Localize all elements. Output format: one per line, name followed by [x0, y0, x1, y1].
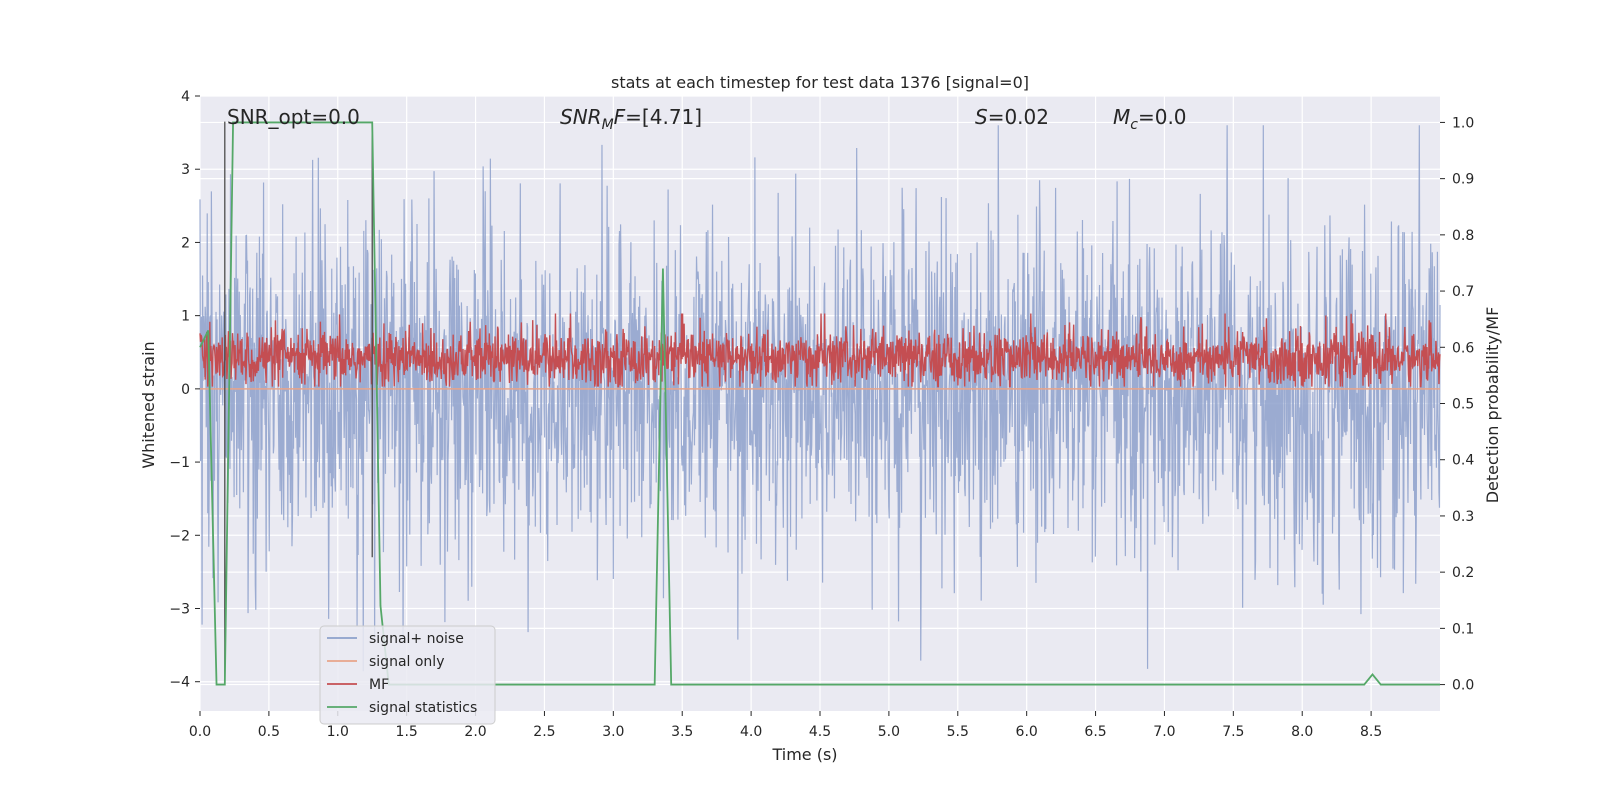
annotation-mc-symbol: M — [1113, 105, 1130, 129]
y-tick-label-left: −1 — [169, 455, 190, 471]
x-tick-label: 4.5 — [809, 724, 831, 740]
y-tick-label-right: 1.0 — [1452, 115, 1474, 131]
x-tick-label: 6.0 — [1016, 724, 1038, 740]
y-axis-label-left: Whitened strain — [139, 341, 158, 468]
vertical-markers — [224, 121, 373, 682]
legend-box — [319, 625, 496, 725]
y-tick-label-right: 0.2 — [1452, 565, 1474, 581]
y-tick-label-left: 0 — [181, 382, 190, 398]
legend-label-signal-noise: signal+ noise — [369, 631, 464, 647]
x-tick-label: 7.0 — [1153, 724, 1175, 740]
y-tick-labels-left: −4 −3 −2 −1 0 1 2 3 4 — [169, 89, 200, 691]
legend-label-signal-statistics: signal statistics — [369, 700, 477, 716]
x-tick-label: 7.5 — [1222, 724, 1244, 740]
y-tick-label-right: 0.8 — [1452, 228, 1474, 244]
y-tick-label-left: −4 — [169, 675, 190, 691]
annotation-s-symbol: S — [975, 105, 988, 129]
y-axis-label-right: Detection probability/MF — [1483, 307, 1502, 504]
x-tick-label: 8.5 — [1360, 724, 1382, 740]
y-tick-label-left: −3 — [169, 602, 190, 618]
y-tick-label-right: 0.3 — [1452, 509, 1474, 525]
annotation-snr-opt: SNR_opt=0.0 — [227, 105, 360, 129]
annotation-s: S=0.02 — [975, 105, 1049, 129]
x-tick-label: 2.5 — [533, 724, 555, 740]
x-tick-label: 0.5 — [258, 724, 280, 740]
x-tick-label: 2.0 — [464, 724, 486, 740]
annotation-s-value: =0.02 — [988, 105, 1049, 129]
y-tick-label-left: −2 — [169, 528, 190, 544]
annotation-mc-subscript: c — [1130, 117, 1138, 133]
x-tick-label: 8.0 — [1291, 724, 1313, 740]
y-tick-label-left: 1 — [181, 309, 190, 325]
y-tick-label-right: 0.9 — [1452, 172, 1474, 188]
series-line-mf — [199, 313, 1441, 388]
y-tick-labels-right: 0.0 0.1 0.2 0.3 0.4 0.5 0.6 0.7 0.8 0.9 1.0 — [1440, 115, 1474, 694]
y-tick-label-right: 0.5 — [1452, 397, 1474, 413]
annotation-snr-mf-f: F — [614, 105, 626, 129]
y-tick-label-left: 4 — [181, 89, 190, 105]
y-tick-label-right: 0.6 — [1452, 340, 1474, 356]
annotation-mc-value: =0.0 — [1138, 105, 1187, 129]
x-tick-label: 3.5 — [671, 724, 693, 740]
chart-title: stats at each timestep for test data 137… — [611, 73, 1029, 92]
legend-label-signal-only: signal only — [369, 654, 444, 670]
y-tick-label-left: 2 — [181, 235, 190, 251]
annotation-snr-mf: SNRMF=[4.71] — [560, 105, 702, 133]
y-tick-label-right: 0.7 — [1452, 284, 1474, 300]
annotation-snr-mf-subscript: M — [602, 117, 614, 133]
annotation-mc: Mc=0.0 — [1113, 105, 1187, 133]
x-tick-label: 0.0 — [189, 724, 211, 740]
x-axis-label: Time (s) — [771, 745, 837, 764]
y-tick-label-right: 0.0 — [1452, 678, 1474, 694]
y-tick-label-right: 0.4 — [1452, 453, 1474, 469]
legend-label-mf: MF — [369, 677, 389, 693]
series-mf — [199, 313, 1441, 388]
x-tick-label: 6.5 — [1084, 724, 1106, 740]
legend: signal+ noise signal only MF signal stat… — [319, 625, 496, 725]
x-tick-labels: 0.0 0.5 1.0 1.5 2.0 2.5 3.0 3.5 4.0 4.5 5.0 5.5 6.0 6… — [189, 711, 1382, 740]
x-tick-label: 1.5 — [396, 724, 418, 740]
y-tick-label-left: 3 — [181, 162, 190, 178]
x-tick-label: 3.0 — [602, 724, 624, 740]
y-tick-label-right: 0.1 — [1452, 621, 1474, 637]
annotation-snr-mf-symbol: SNR — [560, 105, 602, 129]
x-tick-label: 1.0 — [327, 724, 349, 740]
annotation-snr-mf-value: =[4.71] — [625, 105, 702, 129]
x-tick-label: 5.5 — [947, 724, 969, 740]
x-tick-label: 4.0 — [740, 724, 762, 740]
x-tick-label: 5.0 — [878, 724, 900, 740]
